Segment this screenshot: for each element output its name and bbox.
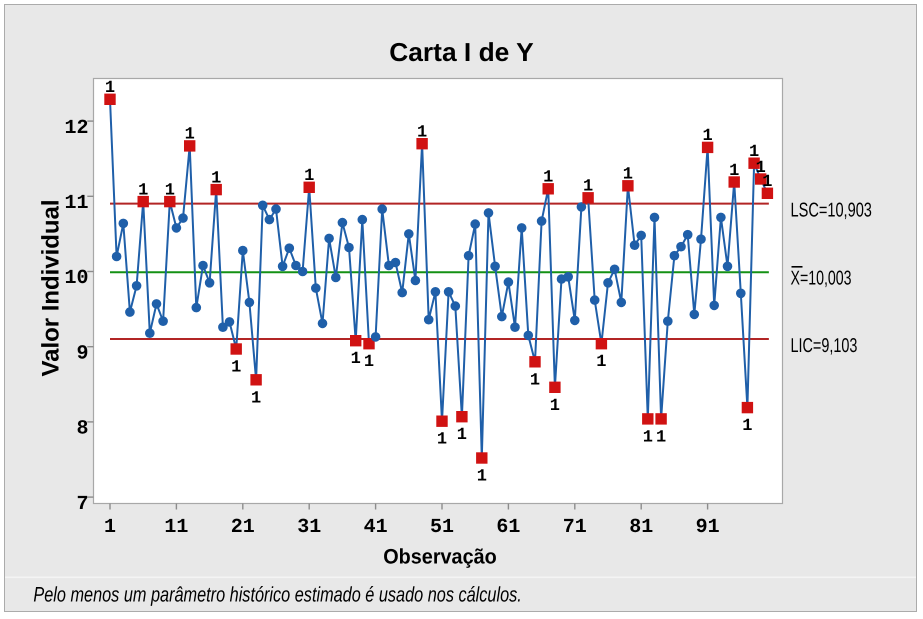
svg-text:9: 9 — [76, 342, 88, 365]
svg-text:1: 1 — [596, 353, 606, 372]
svg-text:1: 1 — [583, 178, 593, 197]
svg-text:31: 31 — [297, 516, 321, 539]
svg-text:1: 1 — [104, 516, 116, 539]
svg-text:1: 1 — [656, 428, 666, 447]
svg-text:Valor Individual: Valor Individual — [38, 200, 65, 377]
svg-text:Carta I de Y: Carta I de Y — [389, 37, 534, 67]
svg-text:1: 1 — [351, 350, 361, 369]
svg-text:Pelo menos um parâmetro histór: Pelo menos um parâmetro histórico estima… — [33, 584, 521, 607]
svg-text:1: 1 — [729, 162, 739, 181]
svg-text:1: 1 — [742, 417, 752, 436]
svg-text:1: 1 — [756, 159, 766, 178]
svg-text:1: 1 — [543, 169, 553, 188]
svg-text:41: 41 — [364, 516, 388, 539]
svg-text:1: 1 — [364, 353, 374, 372]
svg-text:1: 1 — [211, 169, 221, 188]
svg-text:1: 1 — [304, 167, 314, 186]
svg-text:11: 11 — [164, 516, 188, 539]
svg-text:1: 1 — [477, 468, 487, 487]
svg-text:1: 1 — [417, 124, 427, 143]
svg-text:61: 61 — [496, 516, 520, 539]
svg-text:1: 1 — [762, 173, 772, 192]
svg-text:1: 1 — [550, 397, 560, 416]
svg-text:11: 11 — [64, 192, 88, 215]
svg-text:Observação: Observação — [383, 546, 497, 569]
svg-text:1: 1 — [231, 359, 241, 378]
svg-text:1: 1 — [251, 389, 261, 408]
svg-text:51: 51 — [430, 516, 454, 539]
svg-text:1: 1 — [165, 181, 175, 200]
svg-text:7: 7 — [76, 493, 88, 516]
svg-text:1: 1 — [749, 143, 759, 162]
svg-text:12: 12 — [64, 117, 88, 140]
svg-text:1: 1 — [702, 127, 712, 146]
svg-text:81: 81 — [629, 516, 653, 539]
svg-text:21: 21 — [231, 516, 255, 539]
svg-text:91: 91 — [696, 516, 720, 539]
svg-text:71: 71 — [563, 516, 587, 539]
svg-text:1: 1 — [643, 428, 653, 447]
svg-text:1: 1 — [138, 181, 148, 200]
svg-text:1: 1 — [623, 166, 633, 185]
svg-text:1: 1 — [185, 126, 195, 145]
svg-text:1: 1 — [457, 426, 467, 445]
svg-text:LIC=9,103: LIC=9,103 — [791, 335, 858, 357]
svg-text:LSC=10,903: LSC=10,903 — [791, 200, 872, 222]
svg-text:10: 10 — [64, 267, 88, 290]
svg-text:1: 1 — [530, 371, 540, 390]
svg-text:1: 1 — [105, 79, 115, 98]
svg-text:1: 1 — [437, 431, 447, 450]
svg-text:X=10,003: X=10,003 — [791, 267, 852, 289]
svg-text:8: 8 — [76, 418, 88, 441]
